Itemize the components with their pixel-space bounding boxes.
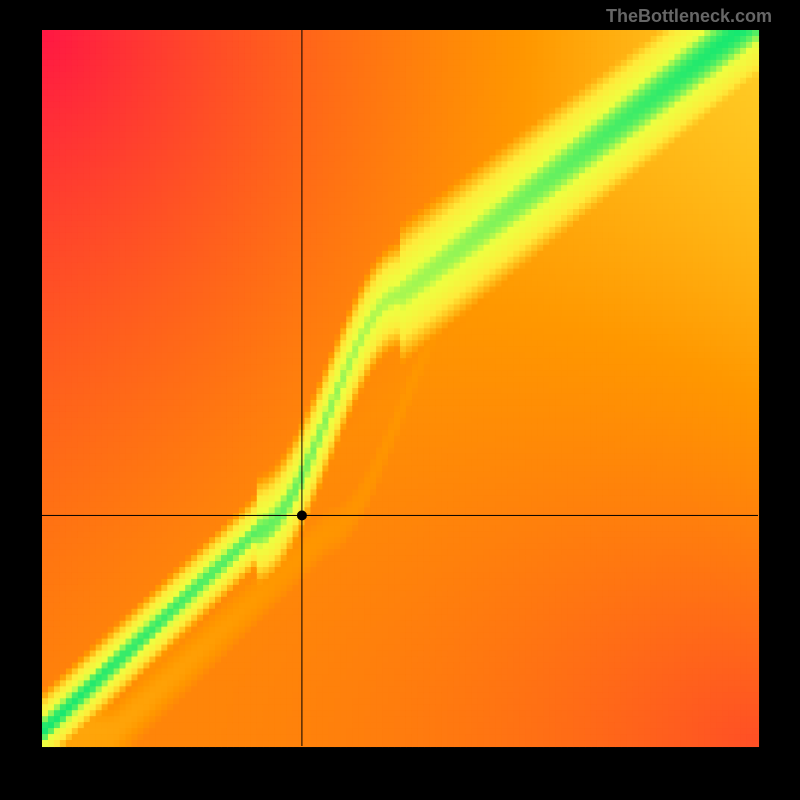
bottleneck-heatmap — [0, 0, 800, 800]
